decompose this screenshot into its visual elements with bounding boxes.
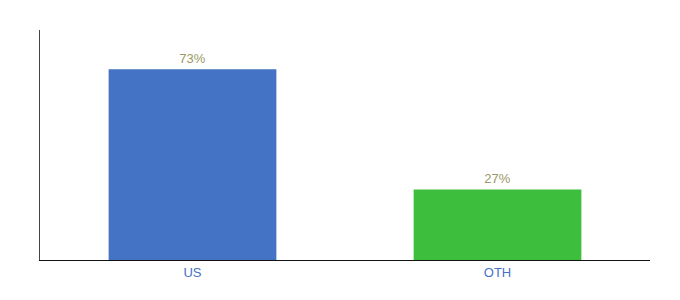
svg-text:OTH: OTH [484, 265, 511, 280]
svg-text:73%: 73% [179, 51, 205, 66]
svg-text:US: US [183, 265, 201, 280]
svg-text:27%: 27% [484, 171, 510, 186]
